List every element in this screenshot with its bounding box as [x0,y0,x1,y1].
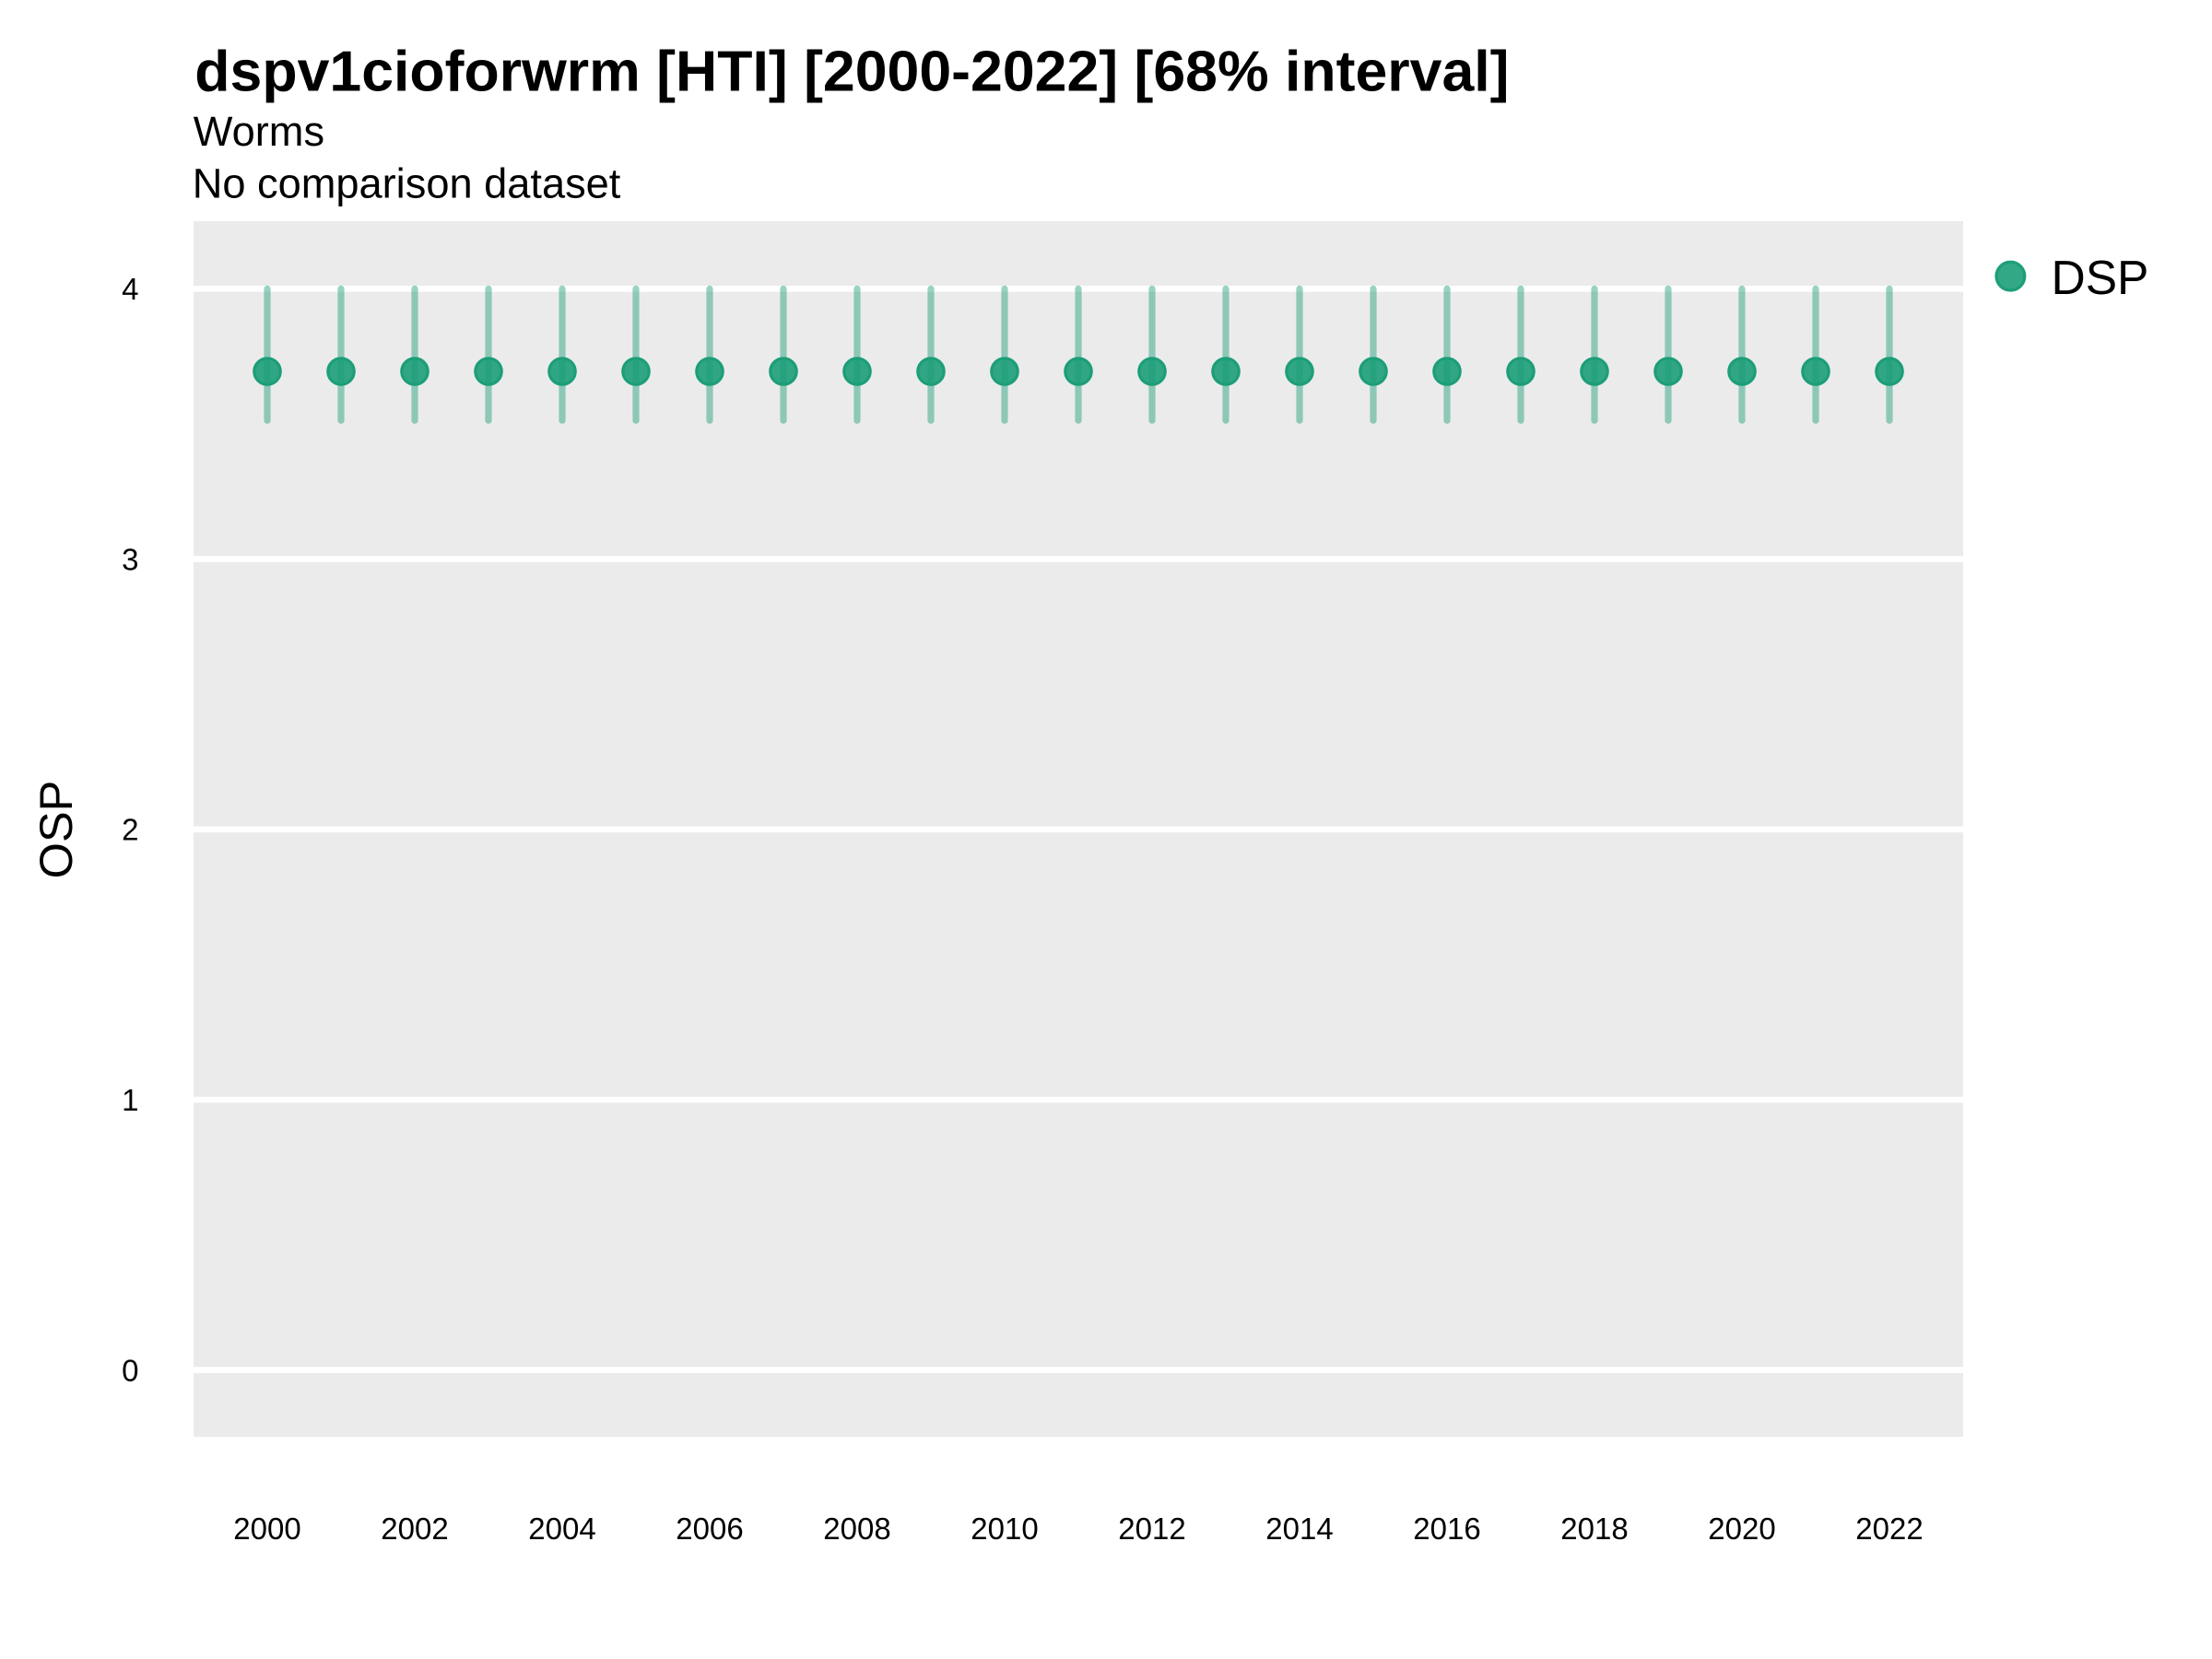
svg-text:1: 1 [122,1083,138,1117]
svg-text:OSP: OSP [29,781,82,879]
svg-text:2018: 2018 [1560,1512,1628,1546]
svg-text:2000: 2000 [233,1512,300,1546]
svg-text:dspv1cioforwrm [HTI] [2000-202: dspv1cioforwrm [HTI] [2000-2022] [68% in… [194,40,1509,104]
svg-text:Worms: Worms [194,108,324,155]
svg-text:2: 2 [122,813,138,847]
svg-text:No comparison dataset: No comparison dataset [193,160,621,207]
svg-text:2020: 2020 [1708,1512,1775,1546]
svg-text:2006: 2006 [676,1512,743,1546]
svg-text:2022: 2022 [1855,1512,1923,1546]
svg-text:0: 0 [122,1353,138,1387]
svg-text:2012: 2012 [1118,1512,1185,1546]
svg-text:2002: 2002 [381,1512,448,1546]
svg-text:2014: 2014 [1265,1512,1333,1546]
svg-text:2008: 2008 [823,1512,890,1546]
svg-text:2016: 2016 [1413,1512,1480,1546]
svg-text:2004: 2004 [528,1512,595,1546]
svg-text:2010: 2010 [971,1512,1038,1546]
svg-text:DSP: DSP [2052,251,2149,304]
svg-text:4: 4 [122,272,138,306]
svg-text:3: 3 [122,542,138,576]
